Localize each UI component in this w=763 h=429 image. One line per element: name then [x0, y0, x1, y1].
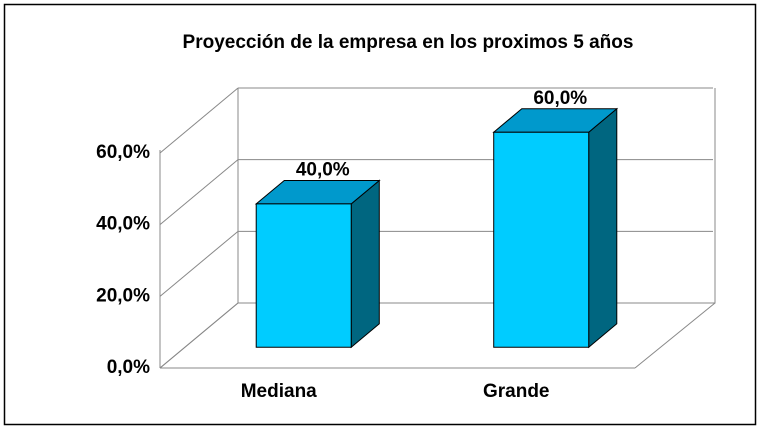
- grid-line: [159, 87, 239, 154]
- floor-right: [634, 302, 716, 369]
- grid-line: [159, 159, 239, 226]
- y-tick-label: 40,0%: [96, 214, 150, 235]
- y-tick-label: 60,0%: [96, 142, 150, 163]
- bar: [254, 179, 381, 349]
- value-label: 60,0%: [533, 88, 587, 109]
- bar: [492, 107, 619, 349]
- y-tick-label: 20,0%: [96, 285, 150, 306]
- x-tick-label: Grande: [483, 381, 550, 402]
- chart-frame: [3, 3, 757, 426]
- value-label: 40,0%: [296, 159, 350, 180]
- grid-line: [159, 230, 239, 297]
- bar-side: [350, 179, 380, 349]
- chart-title: Proyección de la empresa en los proximos…: [183, 32, 634, 53]
- x-tick-label: Mediana: [241, 381, 317, 402]
- bar-front: [493, 131, 590, 348]
- bar-front: [255, 203, 352, 348]
- y-tick-label: 0,0%: [107, 357, 150, 378]
- bar-side: [588, 107, 618, 349]
- grid-line: [159, 302, 239, 369]
